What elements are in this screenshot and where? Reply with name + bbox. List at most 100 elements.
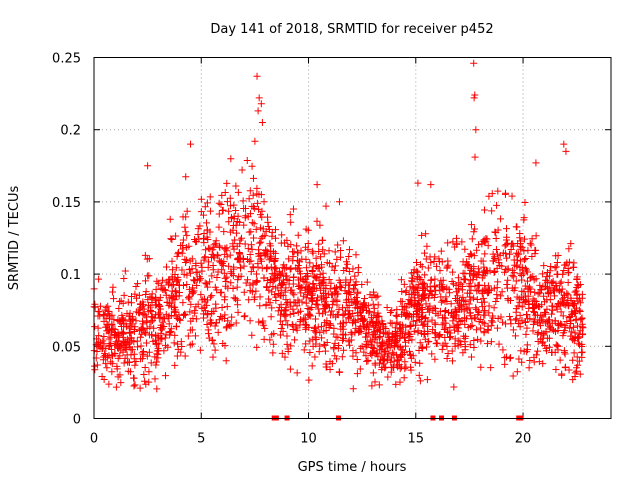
data-point [384,330,392,338]
data-point [191,307,199,315]
data-point [477,363,485,371]
data-point [553,305,561,313]
data-point [516,311,524,319]
data-point [352,324,360,332]
data-point [252,270,260,278]
data-point [399,346,407,354]
data-point [549,277,557,285]
data-point [474,307,482,315]
data-point [421,314,429,322]
x-tick-label: 15 [408,432,425,447]
data-point [230,201,238,209]
data-point [108,321,116,329]
data-point [511,261,519,269]
data-point [175,315,183,323]
data-point [140,347,148,355]
y-tick-label: 0.05 [52,340,81,355]
data-point [426,302,434,310]
data-point [162,372,170,380]
data-point [497,215,505,223]
data-point [392,337,400,345]
data-point [294,265,302,273]
data-point [137,304,145,312]
data-point [493,264,501,272]
data-point [126,316,134,324]
data-point [502,353,510,361]
data-point [233,229,241,237]
data-point [414,305,422,313]
data-point [206,320,214,328]
data-point [309,342,317,350]
data-point [377,343,385,351]
data-point [554,300,562,308]
data-point [477,337,485,345]
data-point [237,264,245,272]
data-point [181,311,189,319]
data-point [309,249,317,257]
data-point [569,356,577,364]
data-point [159,276,167,284]
data-point [533,330,541,338]
data-point [560,329,568,337]
data-point [354,304,362,312]
x-tick-label: 20 [515,432,532,447]
data-point [263,263,271,271]
data-point [571,373,579,381]
data-point [502,241,510,249]
data-point [385,329,393,337]
data-point [543,285,551,293]
data-point [477,257,485,265]
data-point [186,269,194,277]
data-point [213,251,221,259]
data-point [405,336,413,344]
data-point [354,264,362,272]
data-point [534,347,542,355]
data-point [416,359,424,367]
data-point [388,319,396,327]
data-point [559,332,567,340]
data-point [222,278,230,286]
data-point [349,385,357,393]
data-point [430,293,438,301]
data-point [284,298,292,306]
data-point [413,258,421,266]
data-point [397,363,405,371]
data-point [196,346,204,354]
data-point [538,286,546,294]
data-point [267,276,275,284]
data-point [241,240,249,248]
data-point [481,206,489,214]
data-point [268,331,276,339]
data-point [371,335,379,343]
data-point [435,331,443,339]
data-point [287,265,295,273]
data-point [123,351,131,359]
data-point [478,303,486,311]
data-point [557,308,565,316]
outlier-point [562,147,570,155]
data-point [339,335,347,343]
data-point [474,335,482,343]
data-point [506,354,514,362]
data-point [144,296,152,304]
data-point [503,280,511,288]
data-point [279,327,287,335]
data-point [557,278,565,286]
data-point [443,342,451,350]
data-point [172,322,180,330]
data-point [461,343,469,351]
data-point [306,348,314,356]
data-point [425,290,433,298]
data-point [326,358,334,366]
data-point [508,240,516,248]
data-point [293,302,301,310]
data-point [437,298,445,306]
data-point [109,288,117,296]
data-point [152,293,160,301]
data-point [146,303,154,311]
data-point [288,320,296,328]
data-point [169,266,177,274]
data-point [518,303,526,311]
data-point [331,352,339,360]
data-point [98,345,106,353]
